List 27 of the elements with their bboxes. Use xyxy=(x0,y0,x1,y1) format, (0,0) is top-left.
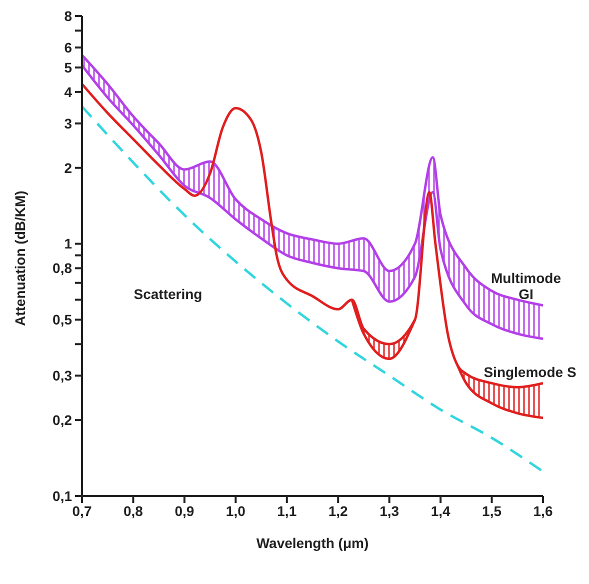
y-tick-label: 0,1 xyxy=(52,488,72,504)
series-label: Singlemode S xyxy=(484,364,576,380)
x-tick-label: 1,4 xyxy=(430,502,450,519)
y-tick-label: 5 xyxy=(64,59,72,76)
x-tick-label: 1,0 xyxy=(226,502,246,519)
x-tick-label: 1,6 xyxy=(533,502,553,519)
y-tick-label: 0,8 xyxy=(52,260,72,276)
y-tick-label: 0,3 xyxy=(52,368,72,384)
y-tick-label: 3 xyxy=(64,115,72,132)
series-label: Multimode GI xyxy=(491,270,561,302)
x-tick-label: 0,7 xyxy=(72,502,92,519)
x-axis-title: Wavelength (μm) xyxy=(256,535,369,551)
x-tick-label: 1,3 xyxy=(380,502,400,519)
x-tick-label: 0,8 xyxy=(123,502,144,519)
x-tick-label: 1,2 xyxy=(328,502,348,519)
x-tick-label: 0,9 xyxy=(174,502,194,519)
y-tick-label: 0,2 xyxy=(52,412,72,428)
text: Scattering xyxy=(134,286,202,302)
x-tick-label: 1,1 xyxy=(277,502,297,519)
y-tick-label: 4 xyxy=(64,84,72,100)
y-tick-label: 2 xyxy=(64,160,72,176)
y-tick-label: 6 xyxy=(64,39,72,56)
y-tick-label: 1 xyxy=(64,236,72,252)
x-tick-label: 1,5 xyxy=(482,502,502,519)
y-tick-label: 0,5 xyxy=(52,312,72,328)
y-axis-title: Attenuation (dB/KM) xyxy=(12,190,28,326)
y-tick-label: 8 xyxy=(64,8,72,24)
